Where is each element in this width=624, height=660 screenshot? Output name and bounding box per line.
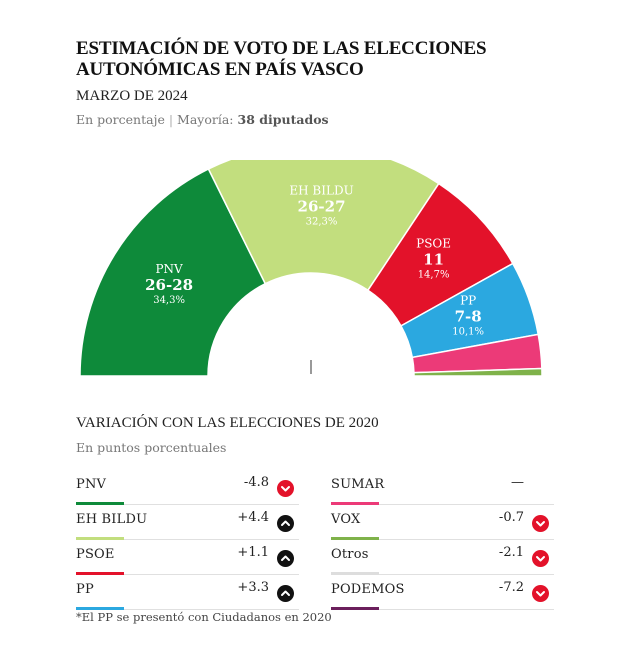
slice-label-name: EH BILDU: [289, 183, 353, 197]
variation-row-psoe: PSOE +1.1: [76, 540, 299, 575]
party-name: PP: [76, 582, 94, 597]
slice-label-seats: 26-28: [145, 276, 193, 294]
change-value: +1.1: [237, 545, 269, 560]
footnote: *El PP se presentó con Ciudadanos en 202…: [76, 610, 332, 624]
slice-pnv: [79, 167, 267, 377]
change-value: -7.2: [498, 580, 524, 595]
variation-subtitle: En puntos porcentuales: [76, 440, 227, 455]
party-color-bar: [331, 572, 379, 575]
variation-row-pp: PP +3.3: [76, 575, 299, 610]
variation-column-left: PNV -4.8 EH BILDU +4.4 PSOE +1.1 PP +3.3: [76, 470, 299, 610]
change-value: -0.7: [498, 510, 524, 525]
chart-title: ESTIMACIÓN DE VOTO DE LAS ELECCIONES AUT…: [76, 38, 487, 80]
party-color-bar: [76, 572, 124, 575]
party-name: PNV: [76, 477, 107, 492]
chevron-up-icon: [277, 515, 294, 532]
slice-label-pct: 14,7%: [418, 270, 450, 281]
slice-label-pct: 32,3%: [306, 216, 338, 227]
party-color-bar: [76, 537, 124, 540]
change-value: -4.8: [243, 475, 269, 490]
chevron-up-icon: [277, 585, 294, 602]
chevron-down-icon: [532, 550, 549, 567]
slice-label-pct: 34,3%: [153, 295, 185, 306]
variation-row-vox: VOX -0.7: [331, 505, 554, 540]
variation-row-sumar: SUMAR —: [331, 470, 554, 505]
slice-label-name: PNV: [155, 262, 183, 276]
variation-row-podemos: PODEMOS -7.2: [331, 575, 554, 610]
party-color-bar: [76, 607, 124, 610]
slice-label-seats: 26-27: [298, 197, 346, 215]
party-color-bar: [76, 502, 124, 505]
party-name: VOX: [331, 512, 361, 527]
separator: |: [168, 112, 174, 127]
party-name: SUMAR: [331, 477, 385, 492]
party-name: EH BILDU: [76, 512, 148, 527]
slice-eh-bildu: [207, 160, 440, 292]
variation-title: VARIACIÓN CON LAS ELECCIONES DE 2020: [76, 415, 379, 431]
slice-label-seats: 7-8: [455, 308, 482, 326]
slice-other-5: [413, 367, 543, 377]
chevron-down-icon: [532, 585, 549, 602]
change-value: +4.4: [237, 510, 269, 525]
change-value: +3.3: [237, 580, 269, 595]
variation-row-pnv: PNV -4.8: [76, 470, 299, 505]
unit-label: En porcentaje: [76, 112, 165, 127]
party-color-bar: [331, 502, 379, 505]
party-name: Otros: [331, 547, 369, 562]
change-value: —: [511, 475, 524, 490]
slice-label-pct: 10,1%: [452, 327, 484, 338]
slice-label-name: PSOE: [416, 237, 451, 251]
party-name: PODEMOS: [331, 582, 405, 597]
change-value: -2.1: [498, 545, 524, 560]
party-name: PSOE: [76, 547, 115, 562]
chart-subtitle: En porcentaje | Mayoría: 38 diputados: [76, 112, 329, 127]
slice-label-name: PP: [460, 294, 476, 308]
chevron-down-icon: [277, 480, 294, 497]
majority-value: 38 diputados: [237, 112, 329, 127]
party-color-bar: [331, 537, 379, 540]
party-color-bar: [331, 607, 379, 610]
chart-date: MARZO DE 2024: [76, 88, 188, 104]
variation-column-right: SUMAR — VOX -0.7 Otros -2.1 PODEMOS -7.2: [331, 470, 554, 610]
variation-row-otros: Otros -2.1: [331, 540, 554, 575]
majority-label: Mayoría:: [177, 112, 234, 127]
slice-label-seats: 11: [423, 251, 444, 269]
variation-row-eh-bildu: EH BILDU +4.4: [76, 505, 299, 540]
chevron-down-icon: [532, 515, 549, 532]
chevron-up-icon: [277, 550, 294, 567]
